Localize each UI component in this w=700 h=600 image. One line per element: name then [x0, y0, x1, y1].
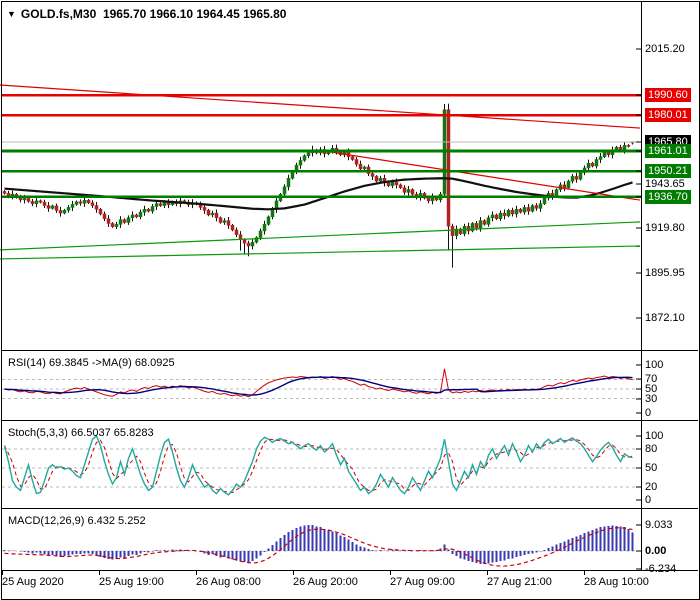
axis-label: 0	[645, 494, 652, 506]
axis-label: -6.234	[645, 563, 677, 575]
price-badge: 1990.60	[645, 88, 691, 102]
axis-label: 100	[645, 359, 664, 371]
axis-label: 1919.80	[645, 222, 685, 234]
price-badge: 1936.70	[645, 190, 691, 204]
axis-label: 50	[645, 462, 658, 474]
chart-title: ▼ GOLD.fs,M30 1965.70 1966.10 1964.45 196…	[7, 7, 286, 21]
date-label: 25 Aug 19:00	[99, 576, 164, 588]
stoch-label: Stoch(5,3,3) 66.5037 65.8283	[8, 427, 154, 439]
date-label: 27 Aug 21:00	[487, 576, 552, 588]
date-label: 25 Aug 2020	[2, 576, 64, 588]
rsi-label: RSI(14) 69.3845 ->MA(9) 68.0925	[8, 357, 175, 369]
main-chart-panel[interactable]	[2, 2, 641, 350]
price-badge: 1961.01	[645, 144, 691, 158]
symbol-dropdown-icon[interactable]: ▼	[7, 9, 16, 19]
price-badge: 1980.01	[645, 108, 691, 122]
date-label: 28 Aug 10:00	[584, 576, 649, 588]
axis-label: 70	[645, 373, 658, 385]
axis-label: 1872.10	[645, 312, 685, 324]
date-label: 26 Aug 08:00	[196, 576, 261, 588]
axis-label: 2015.20	[645, 43, 685, 55]
axis-label: 0	[645, 407, 652, 419]
date-label: 27 Aug 09:00	[390, 576, 455, 588]
axis-label: 80	[645, 443, 658, 455]
axis-label: 30	[645, 393, 658, 405]
axis-label: 1943.65	[645, 178, 685, 190]
axis-label: 50	[645, 383, 658, 395]
axis-label: 100	[645, 430, 664, 442]
symbol-title: GOLD.fs,M30	[20, 7, 97, 21]
axis-label: 20	[645, 481, 658, 493]
axis-label: 0.00	[645, 545, 667, 557]
macd-label: MACD(12,26,9) 6.432 5.252	[8, 515, 146, 527]
price-badge: 1950.21	[645, 164, 691, 178]
axis-label: 1895.95	[645, 267, 685, 279]
axis-label: 9.033	[645, 519, 673, 531]
title-ohlc-values: 1965.70 1966.10 1964.45 1965.80	[102, 7, 287, 21]
date-label: 26 Aug 20:00	[293, 576, 358, 588]
